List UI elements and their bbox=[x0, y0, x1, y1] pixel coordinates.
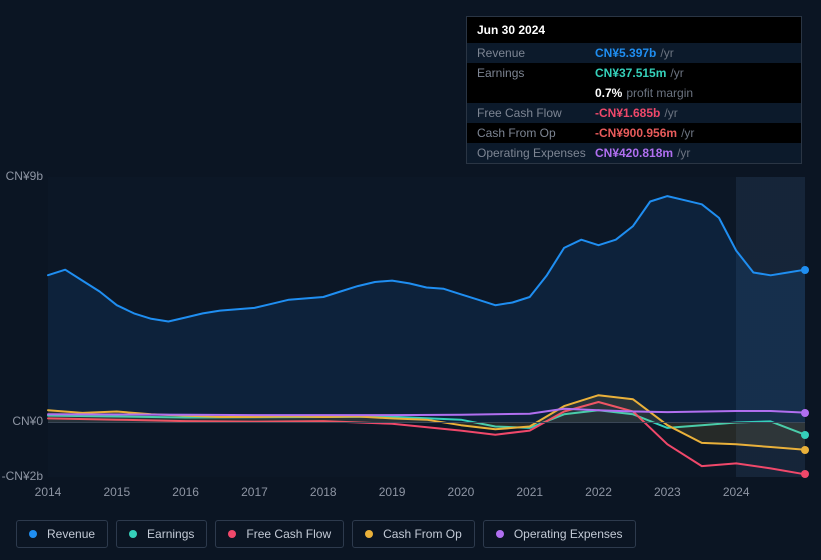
chart-plot-area bbox=[48, 177, 805, 477]
legend-label: Revenue bbox=[47, 527, 95, 541]
tooltip-value: CN¥5.397b bbox=[595, 46, 656, 60]
x-axis-tick: 2024 bbox=[723, 485, 750, 499]
legend-dot bbox=[29, 530, 37, 538]
tooltip-unit: profit margin bbox=[626, 86, 693, 100]
legend-item-revenue[interactable]: Revenue bbox=[16, 520, 108, 548]
legend-dot bbox=[496, 530, 504, 538]
tooltip-unit: /yr bbox=[677, 146, 690, 160]
tooltip-row: Operating ExpensesCN¥420.818m/yr bbox=[467, 143, 801, 163]
x-axis-tick: 2022 bbox=[585, 485, 612, 499]
tooltip-value: CN¥420.818m bbox=[595, 146, 673, 160]
x-axis-tick: 2015 bbox=[103, 485, 130, 499]
series-end-dot bbox=[801, 409, 809, 417]
legend-item-cash-from-op[interactable]: Cash From Op bbox=[352, 520, 475, 548]
x-axis-tick: 2018 bbox=[310, 485, 337, 499]
tooltip-row: EarningsCN¥37.515m/yr bbox=[467, 63, 801, 83]
legend-label: Cash From Op bbox=[383, 527, 462, 541]
legend-label: Free Cash Flow bbox=[246, 527, 331, 541]
legend-dot bbox=[365, 530, 373, 538]
x-axis-tick: 2020 bbox=[448, 485, 475, 499]
series-end-dot bbox=[801, 431, 809, 439]
tooltip-value: 0.7% bbox=[595, 86, 622, 100]
tooltip-unit: /yr bbox=[670, 66, 683, 80]
tooltip-date: Jun 30 2024 bbox=[467, 17, 801, 43]
tooltip-row: 0.7% profit margin bbox=[467, 83, 801, 103]
series-end-dot bbox=[801, 266, 809, 274]
tooltip-label: Free Cash Flow bbox=[477, 106, 595, 120]
tooltip-label: Operating Expenses bbox=[477, 146, 595, 160]
tooltip-row: Cash From Op-CN¥900.956m/yr bbox=[467, 123, 801, 143]
x-axis-tick: 2014 bbox=[35, 485, 62, 499]
tooltip-value: CN¥37.515m bbox=[595, 66, 666, 80]
legend-dot bbox=[228, 530, 236, 538]
series-end-dot bbox=[801, 470, 809, 478]
tooltip-value: -CN¥900.956m bbox=[595, 126, 677, 140]
legend: Revenue Earnings Free Cash Flow Cash From O… bbox=[16, 520, 636, 548]
legend-label: Operating Expenses bbox=[514, 527, 623, 541]
data-tooltip: Jun 30 2024 RevenueCN¥5.397b/yrEarningsC… bbox=[466, 16, 802, 164]
y-axis-label: CN¥0 bbox=[0, 414, 43, 428]
tooltip-value: -CN¥1.685b bbox=[595, 106, 660, 120]
legend-item-free-cash-flow[interactable]: Free Cash Flow bbox=[215, 520, 344, 548]
x-axis-tick: 2021 bbox=[516, 485, 543, 499]
tooltip-label: Cash From Op bbox=[477, 126, 595, 140]
tooltip-unit: /yr bbox=[660, 46, 673, 60]
tooltip-label: Revenue bbox=[477, 46, 595, 60]
y-axis-label: -CN¥2b bbox=[0, 469, 43, 483]
tooltip-unit: /yr bbox=[681, 126, 694, 140]
legend-dot bbox=[129, 530, 137, 538]
tooltip-label bbox=[477, 86, 595, 100]
tooltip-unit: /yr bbox=[664, 106, 677, 120]
tooltip-row: Free Cash Flow-CN¥1.685b/yr bbox=[467, 103, 801, 123]
legend-item-operating-expenses[interactable]: Operating Expenses bbox=[483, 520, 636, 548]
x-axis-tick: 2016 bbox=[172, 485, 199, 499]
tooltip-label: Earnings bbox=[477, 66, 595, 80]
y-axis-label: CN¥9b bbox=[0, 169, 43, 183]
series-end-dot bbox=[801, 446, 809, 454]
chart-svg bbox=[48, 177, 805, 477]
x-axis-tick: 2019 bbox=[379, 485, 406, 499]
legend-item-earnings[interactable]: Earnings bbox=[116, 520, 207, 548]
tooltip-row: RevenueCN¥5.397b/yr bbox=[467, 43, 801, 63]
legend-label: Earnings bbox=[147, 527, 194, 541]
x-axis-tick: 2023 bbox=[654, 485, 681, 499]
zero-gridline bbox=[48, 422, 805, 423]
x-axis-tick: 2017 bbox=[241, 485, 268, 499]
